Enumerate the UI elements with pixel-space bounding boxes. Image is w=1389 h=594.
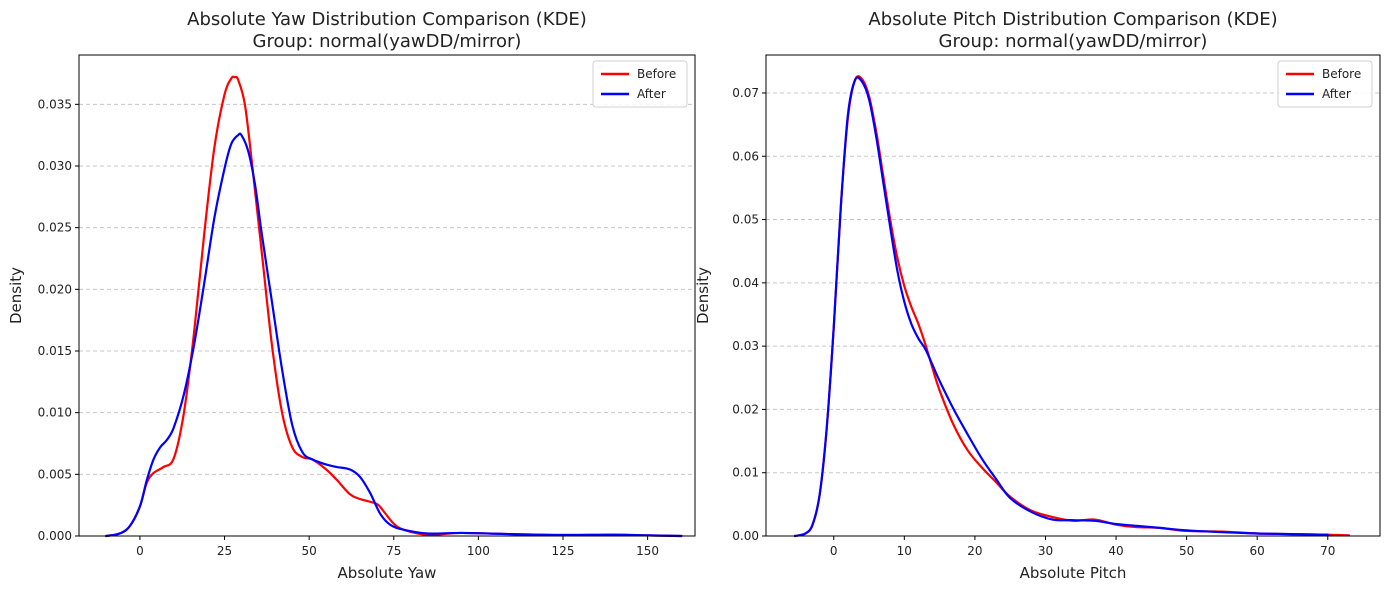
x-tick-label: 75 — [386, 544, 401, 558]
x-tick-label: 50 — [1179, 544, 1194, 558]
grid-yaw — [79, 103, 695, 475]
x-tick-label: 60 — [1250, 544, 1265, 558]
x-tick-label: 100 — [467, 544, 490, 558]
series-line-after — [793, 76, 1329, 538]
legend: Before After — [1277, 60, 1373, 108]
y-tick-label: 0.025 — [38, 221, 72, 235]
legend-box — [1277, 60, 1373, 108]
x-tick-label: 40 — [1108, 544, 1123, 558]
y-axis-label: Density — [694, 267, 712, 324]
legend: Before After — [592, 60, 688, 108]
chart-title: Absolute Pitch Distribution Comparison (… — [868, 9, 1277, 30]
y-tick-label: 0.02 — [732, 402, 759, 416]
y-tick-label: 0.035 — [38, 97, 72, 111]
y-tick-label: 0.06 — [732, 149, 759, 163]
series-line-after — [104, 132, 683, 538]
y-tick-label: 0.020 — [38, 282, 72, 296]
x-tick-label: 150 — [636, 544, 659, 558]
x-tick-label: 30 — [1038, 544, 1053, 558]
x-tick-label: 70 — [1320, 544, 1335, 558]
plot-frame — [765, 54, 1381, 537]
y-tick-label: 0.01 — [732, 466, 759, 480]
chart-title: Absolute Yaw Distribution Comparison (KD… — [187, 9, 587, 30]
x-tick-label: 50 — [302, 544, 317, 558]
legend-label-before: Before — [1322, 67, 1361, 81]
chart-pitch: 0 10 20 30 40 50 60 70 0.00 0.01 0.02 0.03 0.04 0.05 0… — [694, 9, 1381, 582]
x-axis-label: Absolute Pitch — [1020, 564, 1127, 582]
y-tick-label: 0.05 — [732, 213, 759, 227]
y-tick-label: 0.000 — [38, 529, 72, 543]
x-tick-label: 125 — [552, 544, 575, 558]
x-tick-label: 10 — [897, 544, 912, 558]
y-tick-label: 0.07 — [732, 86, 759, 100]
x-tick-label: 25 — [217, 544, 232, 558]
y-axis-label: Density — [7, 267, 25, 324]
y-tick-label: 0.030 — [38, 159, 72, 173]
y-tick-label: 0.005 — [38, 467, 72, 481]
plot-frame — [78, 54, 696, 537]
x-tick-label: 0 — [136, 544, 144, 558]
y-tick-label: 0.010 — [38, 406, 72, 420]
legend-label-before: Before — [637, 67, 676, 81]
chart-yaw: 0 25 50 75 100 125 150 0.000 0.005 0.010 0.015 0.02… — [7, 9, 696, 582]
x-tick-label: 20 — [967, 544, 982, 558]
y-tick-label: 0.00 — [732, 529, 759, 543]
legend-box — [592, 60, 688, 108]
x-axis-label: Absolute Yaw — [338, 564, 437, 582]
chart-subtitle: Group: normal(yawDD/mirror) — [253, 31, 522, 52]
y-tick-label: 0.015 — [38, 344, 72, 358]
legend-label-after: After — [1322, 87, 1351, 101]
x-tick-label: 0 — [830, 544, 838, 558]
y-tick-label: 0.03 — [732, 339, 759, 353]
legend-label-after: After — [637, 87, 666, 101]
y-tick-label: 0.04 — [732, 276, 759, 290]
chart-subtitle: Group: normal(yawDD/mirror) — [939, 31, 1208, 52]
